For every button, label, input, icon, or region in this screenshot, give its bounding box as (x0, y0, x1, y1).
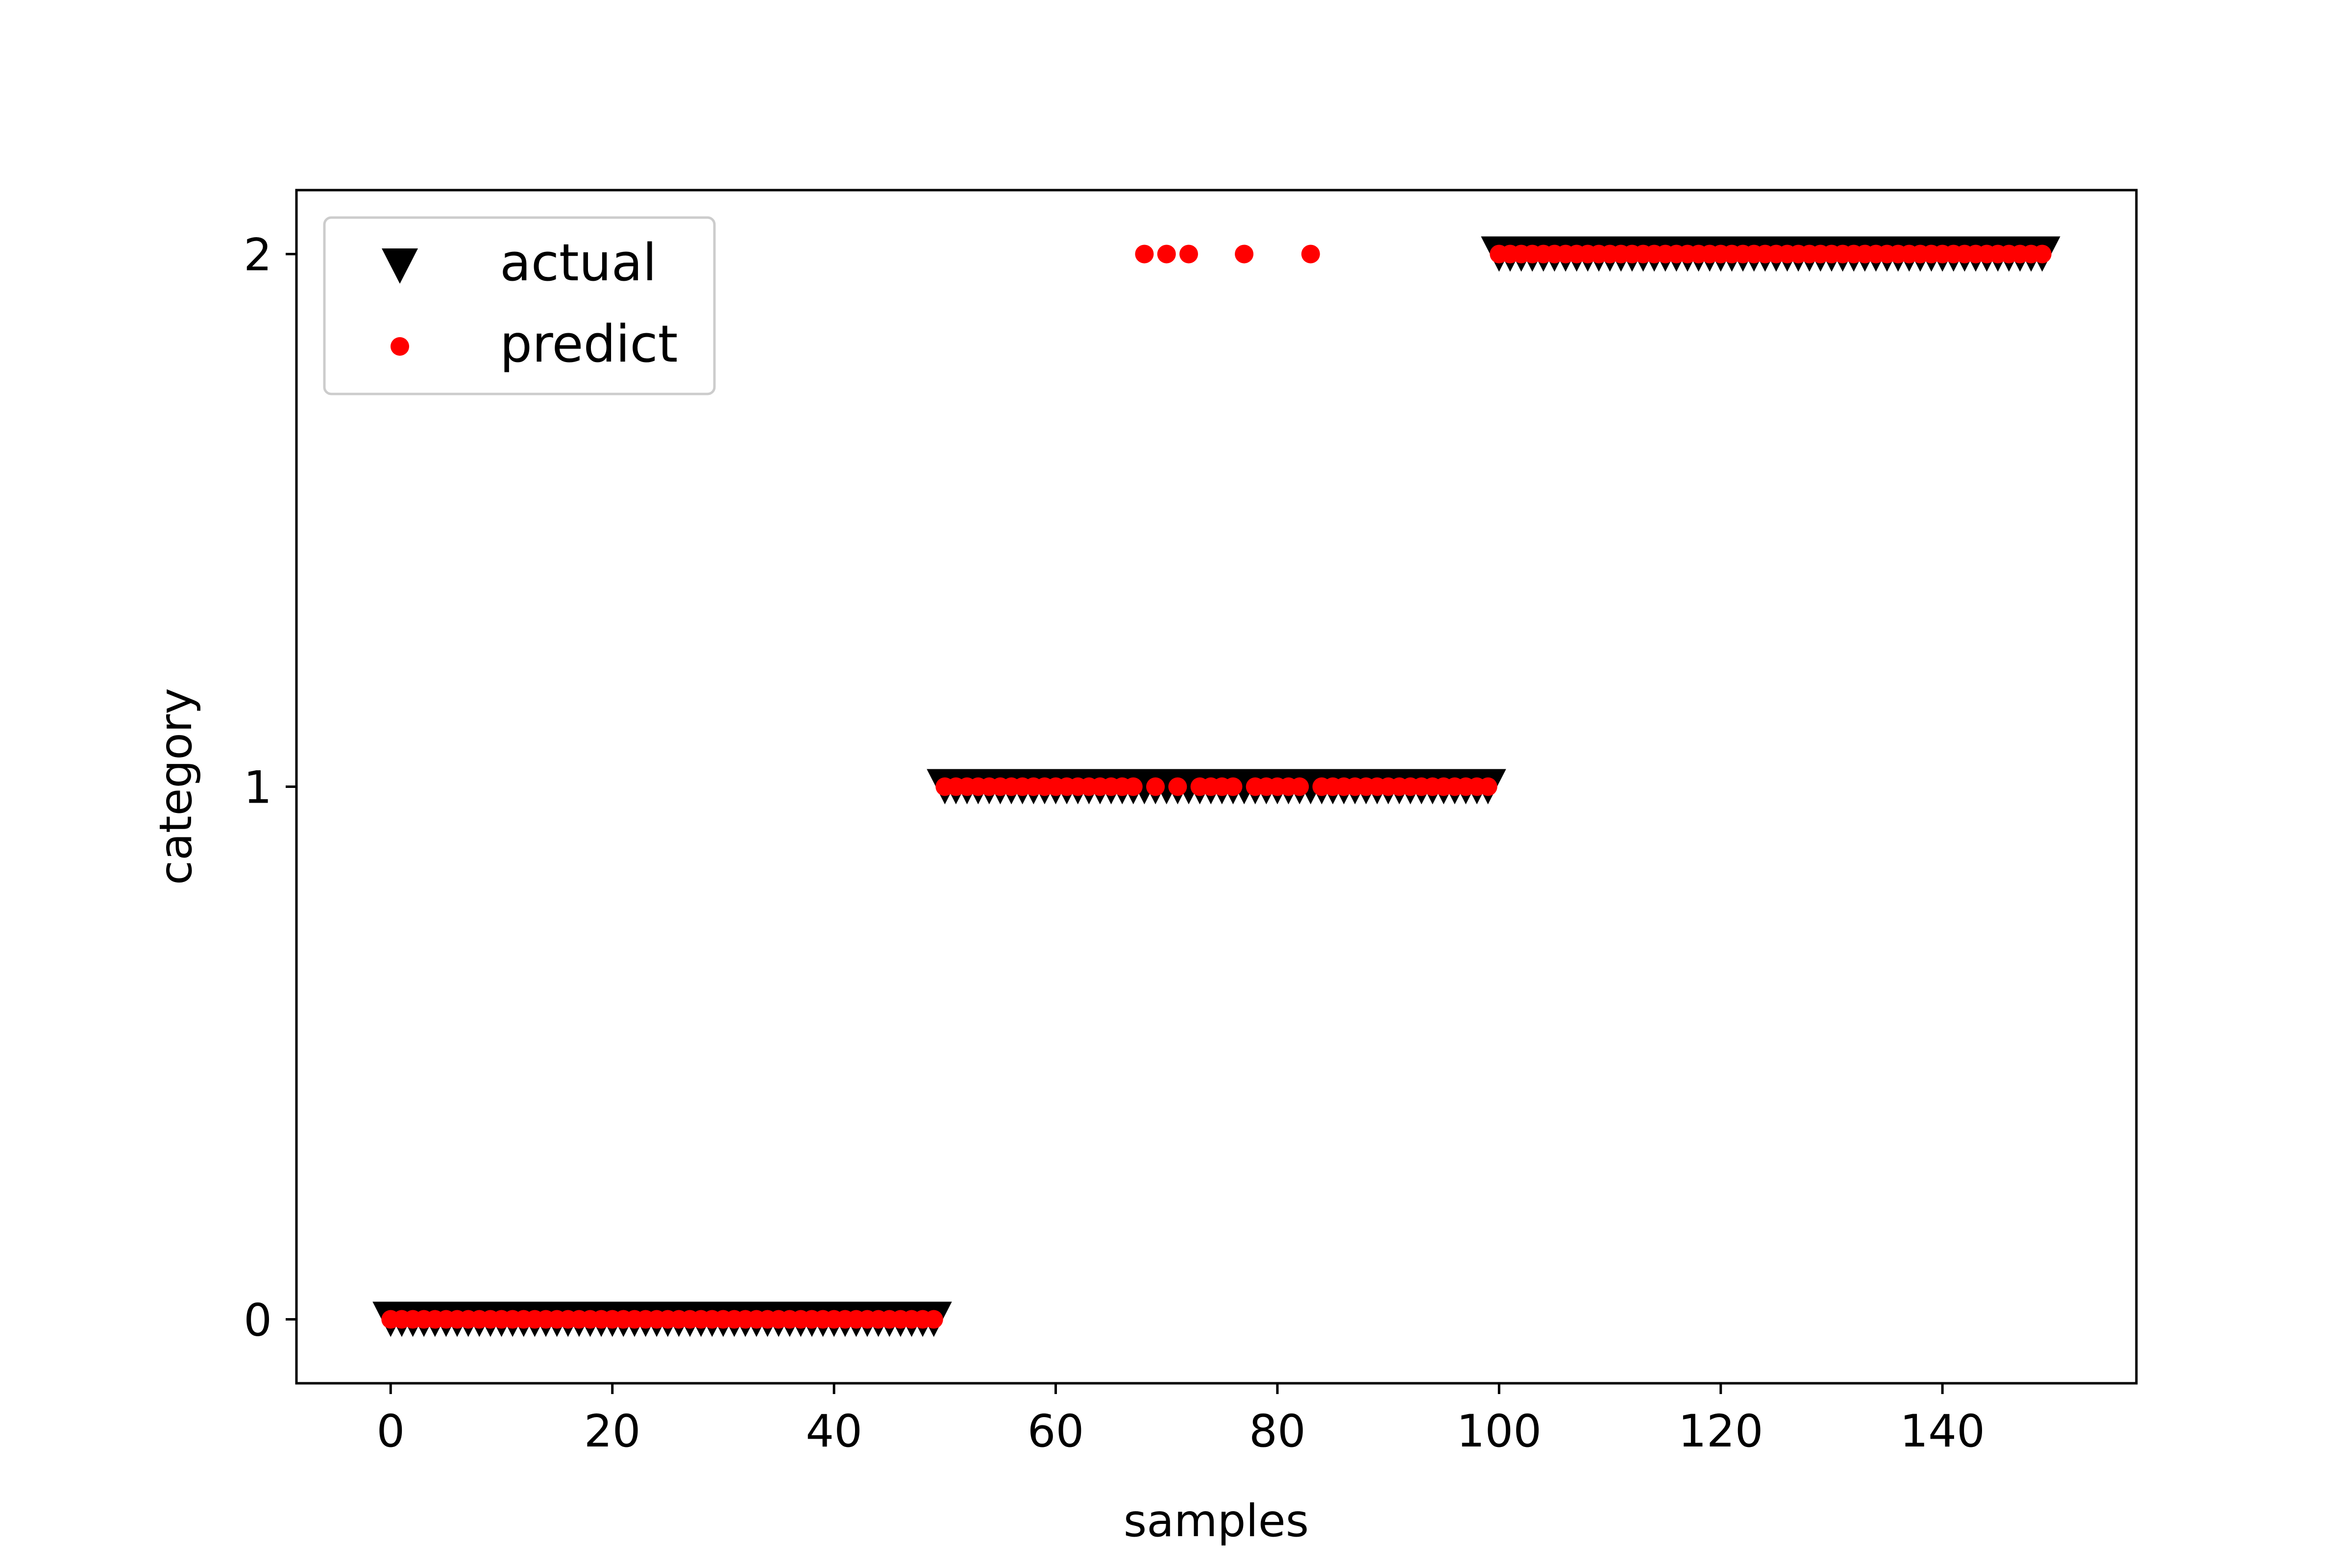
predict-point (1179, 245, 1198, 264)
predict-point (1146, 777, 1165, 796)
predict-point (1301, 245, 1320, 264)
x-tick-label: 0 (376, 1406, 405, 1457)
legend-box (323, 216, 716, 395)
x-tick-label: 20 (584, 1406, 641, 1457)
y-tick-label: 2 (244, 229, 272, 281)
predict-point (1157, 245, 1176, 264)
x-tick-label: 100 (1456, 1406, 1542, 1457)
y-tick-label: 1 (244, 762, 272, 814)
y-tick-label: 0 (244, 1295, 272, 1347)
predict-point (1478, 777, 1497, 796)
predict-point (1290, 777, 1309, 796)
legend-actual-marker (382, 248, 418, 284)
x-tick-label: 40 (806, 1406, 862, 1457)
predict-point (1124, 777, 1143, 796)
axes-ticks: 0 20 40 60 80 100 120 140 0 1 2 (244, 229, 1985, 1457)
legend: actual predict (323, 216, 716, 395)
predict-point (2033, 245, 2052, 264)
legend-predict-marker (391, 337, 409, 356)
x-axis-label: samples (1124, 1495, 1309, 1547)
predict-point (924, 1310, 943, 1329)
predict-point (1235, 245, 1254, 264)
plot-area (372, 236, 2060, 1337)
x-tick-label: 120 (1678, 1406, 1764, 1457)
y-axis-label: category (150, 688, 202, 885)
predict-point (1135, 245, 1154, 264)
legend-actual-label: actual (500, 233, 657, 293)
x-tick-label: 80 (1249, 1406, 1306, 1457)
legend-predict-label: predict (500, 314, 678, 374)
predict-point (1224, 777, 1243, 796)
x-tick-label: 60 (1028, 1406, 1084, 1457)
predict-point (1168, 777, 1187, 796)
x-tick-label: 140 (1900, 1406, 1985, 1457)
